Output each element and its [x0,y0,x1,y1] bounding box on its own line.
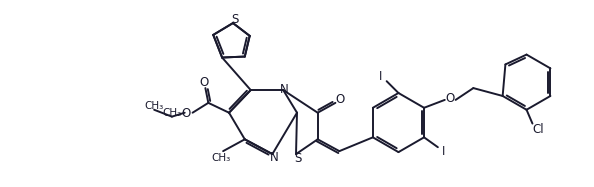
Text: N: N [280,83,289,96]
Text: N: N [270,151,279,164]
Text: O: O [445,92,454,105]
Text: Cl: Cl [533,123,544,136]
Text: CH₂: CH₂ [162,108,182,118]
Text: CH₃: CH₃ [211,153,230,163]
Text: S: S [294,151,302,165]
Text: O: O [336,93,345,106]
Text: CH₃: CH₃ [144,101,164,111]
Text: O: O [181,107,190,120]
Text: I: I [442,145,446,158]
Text: S: S [231,13,239,26]
Text: O: O [200,76,209,89]
Text: I: I [379,70,383,83]
